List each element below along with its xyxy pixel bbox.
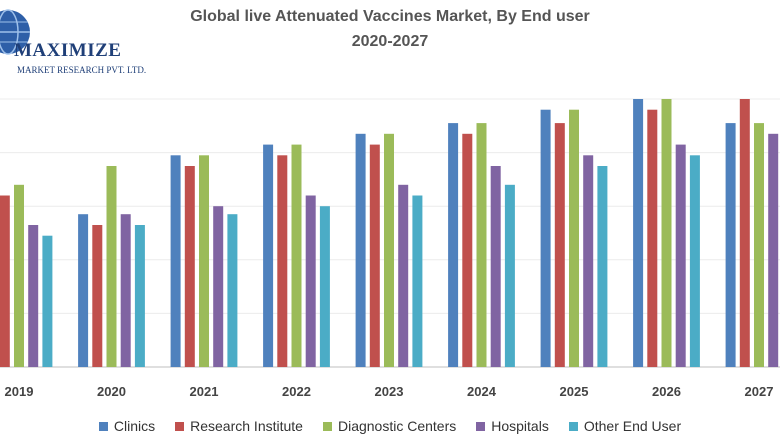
bar-diagnostic-centers-2023 xyxy=(384,133,394,367)
bar-other-end-user-2024 xyxy=(504,184,515,367)
bar-research-institute-2027 xyxy=(739,99,750,367)
legend-label: Research Institute xyxy=(190,418,303,434)
bar-clinics-2024 xyxy=(448,123,459,367)
chart-subtitle: 2020-2027 xyxy=(351,33,429,50)
x-tick-label: 2020 xyxy=(97,384,126,399)
bar-diagnostic-centers-2027 xyxy=(754,123,764,367)
bar-research-institute-2019 xyxy=(0,195,10,367)
legend-item: Clinics xyxy=(98,418,156,434)
bar-hospitals-2026 xyxy=(675,144,686,367)
bar-research-institute-2025 xyxy=(554,123,565,367)
bar-research-institute-2026 xyxy=(647,109,658,367)
bar-other-end-user-2023 xyxy=(412,195,423,367)
legend-item: Research Institute xyxy=(175,418,303,434)
bar-research-institute-2023 xyxy=(369,144,380,367)
bar-research-institute-2021 xyxy=(184,166,195,367)
legend-label: Other End User xyxy=(583,418,682,434)
bar-other-end-user-2019 xyxy=(42,235,53,367)
bar-clinics-2020 xyxy=(78,214,89,367)
bar-other-end-user-2020 xyxy=(134,225,145,367)
legend-item: Other End User xyxy=(568,418,682,434)
bar-diagnostic-centers-2024 xyxy=(476,123,487,367)
legend-item: Diagnostic Centers xyxy=(322,418,457,434)
x-tick-label: 2022 xyxy=(282,384,311,399)
bar-diagnostic-centers-2019 xyxy=(14,184,24,367)
legend-swatch xyxy=(322,421,332,431)
bar-research-institute-2020 xyxy=(92,225,103,367)
bar-other-end-user-2026 xyxy=(689,155,700,367)
x-tick-label: 2026 xyxy=(652,384,681,399)
x-tick-label: 2024 xyxy=(467,384,497,399)
chart-title: Global live Attenuated Vaccines Market, … xyxy=(190,8,590,25)
company-logo: MAXIMIZE MARKET RESEARCH PVT. LTD. xyxy=(0,2,170,82)
bar-hospitals-2023 xyxy=(398,184,409,367)
bar-research-institute-2024 xyxy=(462,133,473,367)
legend-swatch xyxy=(175,421,185,431)
bar-diagnostic-centers-2025 xyxy=(569,109,579,367)
x-tick-label: 2027 xyxy=(745,384,774,399)
x-tick-label: 2023 xyxy=(375,384,404,399)
legend-item: Hospitals xyxy=(476,418,549,434)
bar-clinics-2026 xyxy=(633,99,644,367)
x-tick-label: 2025 xyxy=(560,384,589,399)
bar-other-end-user-2025 xyxy=(597,166,608,367)
bar-diagnostic-centers-2020 xyxy=(106,166,117,367)
legend: Clinics Research Institute Diagnostic Cent… xyxy=(0,416,780,436)
bar-clinics-2023 xyxy=(355,133,366,367)
x-tick-label: 2021 xyxy=(190,384,219,399)
bar-hospitals-2024 xyxy=(490,166,501,367)
logo-subline: MARKET RESEARCH PVT. LTD. xyxy=(17,65,147,75)
legend-swatch xyxy=(568,421,578,431)
logo-brand: MAXIMIZE xyxy=(14,40,122,61)
bar-hospitals-2019 xyxy=(28,225,39,367)
bar-clinics-2025 xyxy=(540,109,551,367)
plot-area: 2019 2020 2021 2022 2023 2024 2025 2026 2027 xyxy=(0,98,780,399)
bar-hospitals-2021 xyxy=(213,206,224,367)
bar-clinics-2022 xyxy=(263,144,274,367)
legend-swatch xyxy=(476,421,486,431)
bar-hospitals-2022 xyxy=(305,195,316,367)
bar-diagnostic-centers-2022 xyxy=(291,144,302,367)
bar-diagnostic-centers-2021 xyxy=(199,155,209,367)
bar-hospitals-2025 xyxy=(583,155,594,367)
bar-hospitals-2020 xyxy=(120,214,131,367)
x-tick-label: 2019 xyxy=(5,384,34,399)
legend-label: Hospitals xyxy=(491,418,549,434)
bar-other-end-user-2022 xyxy=(319,206,330,367)
bar-hospitals-2027 xyxy=(768,133,779,367)
bar-clinics-2021 xyxy=(170,155,181,367)
bar-other-end-user-2021 xyxy=(227,214,238,367)
bar-research-institute-2022 xyxy=(277,155,288,367)
bar-clinics-2027 xyxy=(725,123,736,367)
bar-diagnostic-centers-2026 xyxy=(661,99,672,367)
legend-label: Diagnostic Centers xyxy=(337,418,457,434)
globe-icon xyxy=(0,9,30,55)
legend-swatch xyxy=(98,421,108,431)
legend-label: Clinics xyxy=(113,418,156,434)
